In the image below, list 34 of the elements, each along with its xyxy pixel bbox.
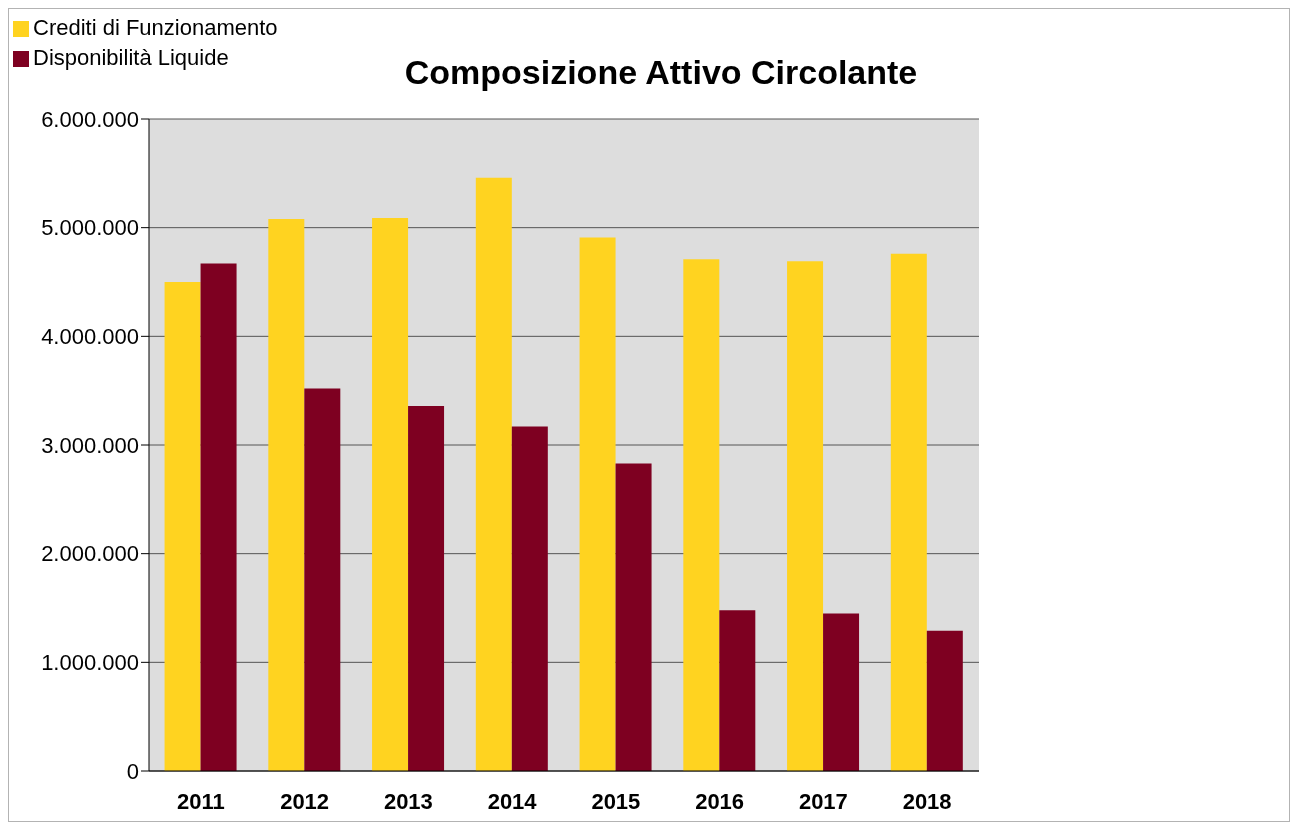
bar: [475, 177, 512, 771]
legend-label: Crediti di Funzionamento: [33, 15, 278, 40]
y-tick-label: 3.000.000: [41, 432, 139, 458]
legend-label: Disponibilità Liquide: [33, 45, 229, 70]
chart-title: Composizione Attivo Circolante: [404, 53, 918, 91]
bar: [683, 259, 720, 771]
bar: [579, 237, 616, 771]
bar: [890, 253, 927, 771]
x-tick-label: 2014: [487, 788, 538, 814]
y-tick-label: 1.000.000: [41, 650, 139, 676]
bar: [787, 261, 824, 771]
x-tick-label: 2016: [695, 788, 745, 814]
bar: [823, 613, 860, 771]
x-tick-label: 2018: [902, 788, 952, 814]
x-tick-label: 2011: [177, 788, 225, 814]
y-tick-label: 5.000.000: [41, 215, 139, 241]
bar: [511, 426, 548, 771]
bar: [268, 218, 305, 771]
y-tick-label: 6.000.000: [41, 106, 139, 132]
bar: [408, 405, 445, 771]
bar: [372, 217, 409, 771]
x-tick-label: 2015: [591, 788, 641, 814]
bar: [304, 388, 341, 771]
y-tick-label: 2.000.000: [41, 541, 139, 567]
x-tick-label: 2013: [383, 788, 433, 814]
x-tick-label: 2017: [798, 788, 848, 814]
y-tick-label: 0: [126, 758, 139, 784]
bar: [926, 630, 963, 771]
bar: [164, 282, 201, 771]
bar: [615, 463, 652, 771]
bar: [200, 263, 237, 771]
x-tick-label: 2012: [280, 788, 330, 814]
y-tick-label: 4.000.000: [41, 324, 139, 350]
bar: [719, 610, 756, 771]
